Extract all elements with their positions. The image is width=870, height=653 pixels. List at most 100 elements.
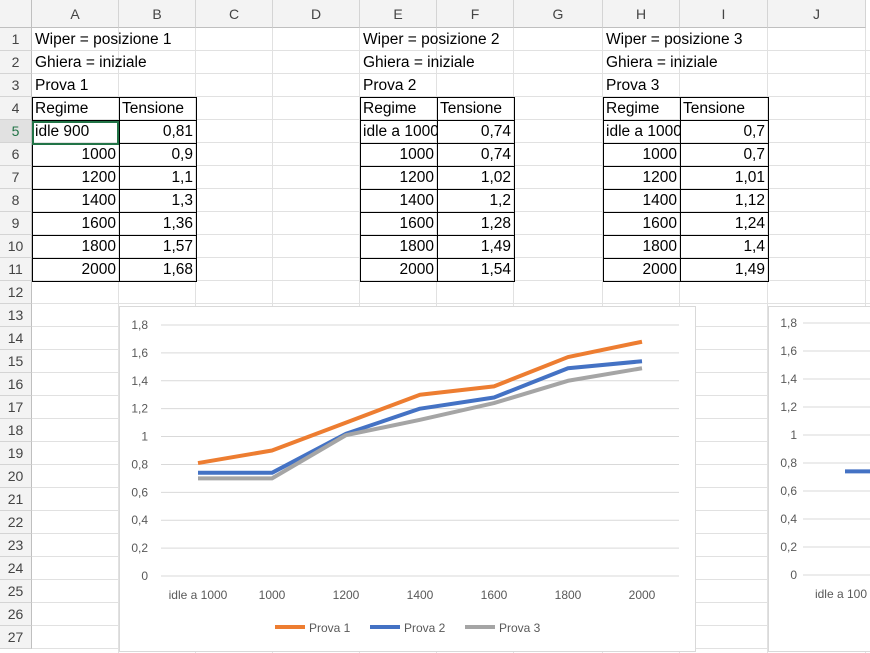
row-header-4[interactable]: 4 <box>0 97 32 120</box>
row-header-10[interactable]: 10 <box>0 235 32 258</box>
row-header-21[interactable]: 21 <box>0 488 32 511</box>
cell-F5[interactable]: 0,74 <box>480 123 511 140</box>
row-header-18[interactable]: 18 <box>0 419 32 442</box>
row-header-8[interactable]: 8 <box>0 189 32 212</box>
cell-H1[interactable]: Wiper = posizione 3 <box>606 31 743 48</box>
cell-B8[interactable]: 1,3 <box>171 192 193 209</box>
select-all-corner[interactable] <box>0 0 32 28</box>
cell-H7[interactable]: 1200 <box>642 169 677 186</box>
cell-A3[interactable]: Prova 1 <box>35 77 89 94</box>
cell-A11[interactable]: 2000 <box>81 261 116 278</box>
cell-B10[interactable]: 1,57 <box>162 238 193 255</box>
row-header-14[interactable]: 14 <box>0 327 32 350</box>
column-header-D[interactable]: D <box>273 0 360 28</box>
cell-F11[interactable]: 1,54 <box>480 261 511 278</box>
row-header-5[interactable]: 5 <box>0 120 32 143</box>
column-header-E[interactable]: E <box>360 0 437 28</box>
cell-H11[interactable]: 2000 <box>642 261 677 278</box>
cell-H4[interactable]: Regime <box>606 100 660 117</box>
cell-A2[interactable]: Ghiera = iniziale <box>35 54 147 71</box>
row-header-24[interactable]: 24 <box>0 557 32 580</box>
cell-I7[interactable]: 1,01 <box>734 169 765 186</box>
cell-B11[interactable]: 1,68 <box>162 261 193 278</box>
row-header-15[interactable]: 15 <box>0 350 32 373</box>
cell-H5[interactable]: idle a 1000 <box>606 123 680 140</box>
cell-I10[interactable]: 1,4 <box>743 238 765 255</box>
cell-E8[interactable]: 1400 <box>399 192 434 209</box>
row-header-17[interactable]: 17 <box>0 396 32 419</box>
cell-E5[interactable]: idle a 1000 <box>363 123 437 140</box>
cell-B9[interactable]: 1,36 <box>162 215 193 232</box>
row-header-23[interactable]: 23 <box>0 534 32 557</box>
cell-A1[interactable]: Wiper = posizione 1 <box>35 31 172 48</box>
cell-H9[interactable]: 1600 <box>642 215 677 232</box>
cell-F4[interactable]: Tensione <box>440 100 503 117</box>
row-header-20[interactable]: 20 <box>0 465 32 488</box>
cell-H6[interactable]: 1000 <box>642 146 677 163</box>
cell-B7[interactable]: 1,1 <box>171 169 193 186</box>
series-line-prova-3[interactable] <box>198 366 643 481</box>
row-header-16[interactable]: 16 <box>0 373 32 396</box>
row-header-13[interactable]: 13 <box>0 304 32 327</box>
line-chart-tensione[interactable]: 0 0,2 0,4 0,6 0,8 1 1,2 1,4 1,6 1,8 idle a 1000 100… <box>119 306 696 652</box>
series-line-prova-1[interactable] <box>197 339 643 466</box>
cell-I4[interactable]: Tensione <box>683 100 746 117</box>
column-header-I[interactable]: I <box>680 0 768 28</box>
legend-entry[interactable]: Prova 1 <box>309 621 351 635</box>
column-header-C[interactable]: C <box>196 0 273 28</box>
cell-I6[interactable]: 0,7 <box>743 146 765 163</box>
row-header-22[interactable]: 22 <box>0 511 32 534</box>
row-header-12[interactable]: 12 <box>0 281 32 304</box>
cell-H2[interactable]: Ghiera = iniziale <box>606 54 718 71</box>
cell-E11[interactable]: 2000 <box>399 261 434 278</box>
series-line-prova-2[interactable] <box>198 359 643 475</box>
cell-E1[interactable]: Wiper = posizione 2 <box>363 31 500 48</box>
cell-H3[interactable]: Prova 3 <box>606 77 660 94</box>
cell-F8[interactable]: 1,2 <box>489 192 511 209</box>
column-header-B[interactable]: B <box>119 0 196 28</box>
cell-A7[interactable]: 1200 <box>81 169 116 186</box>
cell-E9[interactable]: 1600 <box>399 215 434 232</box>
row-header-1[interactable]: 1 <box>0 28 32 51</box>
legend-entry[interactable]: Prova 2 <box>404 621 446 635</box>
column-header-F[interactable]: F <box>437 0 514 28</box>
cell-H10[interactable]: 1800 <box>642 238 677 255</box>
row-header-3[interactable]: 3 <box>0 74 32 97</box>
cell-E4[interactable]: Regime <box>363 100 417 117</box>
row-header-25[interactable]: 25 <box>0 580 32 603</box>
row-header-19[interactable]: 19 <box>0 442 32 465</box>
row-header-11[interactable]: 11 <box>0 258 32 281</box>
active-cell-A5[interactable] <box>32 121 119 145</box>
cell-B4[interactable]: Tensione <box>122 100 185 117</box>
cell-A4[interactable]: Regime <box>35 100 89 117</box>
cell-A6[interactable]: 1000 <box>81 146 116 163</box>
cell-H8[interactable]: 1400 <box>642 192 677 209</box>
cell-A8[interactable]: 1400 <box>81 192 116 209</box>
cell-I11[interactable]: 1,49 <box>734 261 765 278</box>
column-header-J[interactable]: J <box>768 0 866 28</box>
column-header-H[interactable]: H <box>603 0 680 28</box>
line-chart-partial[interactable]: 0 0,2 0,4 0,6 0,8 1 1,2 1,4 1,6 1,8 idle a 100 <box>768 306 870 652</box>
cell-I8[interactable]: 1,12 <box>734 192 765 209</box>
cell-F7[interactable]: 1,02 <box>480 169 511 186</box>
cell-B6[interactable]: 0,9 <box>171 146 193 163</box>
cell-E2[interactable]: Ghiera = iniziale <box>363 54 475 71</box>
cell-A5[interactable]: idle 900 <box>35 123 90 140</box>
row-header-9[interactable]: 9 <box>0 212 32 235</box>
cell-A9[interactable]: 1600 <box>81 215 116 232</box>
legend-entry[interactable]: Prova 3 <box>499 621 541 635</box>
cell-A10[interactable]: 1800 <box>81 238 116 255</box>
row-header-27[interactable]: 27 <box>0 626 32 649</box>
row-header-26[interactable]: 26 <box>0 603 32 626</box>
cell-F6[interactable]: 0,74 <box>480 146 511 163</box>
row-header-6[interactable]: 6 <box>0 143 32 166</box>
cell-E7[interactable]: 1200 <box>399 169 434 186</box>
cell-E6[interactable]: 1000 <box>399 146 434 163</box>
cell-F9[interactable]: 1,28 <box>480 215 511 232</box>
column-header-G[interactable]: G <box>514 0 603 28</box>
cell-I9[interactable]: 1,24 <box>734 215 765 232</box>
row-header-2[interactable]: 2 <box>0 51 32 74</box>
row-header-7[interactable]: 7 <box>0 166 32 189</box>
cell-I5[interactable]: 0,7 <box>743 123 765 140</box>
